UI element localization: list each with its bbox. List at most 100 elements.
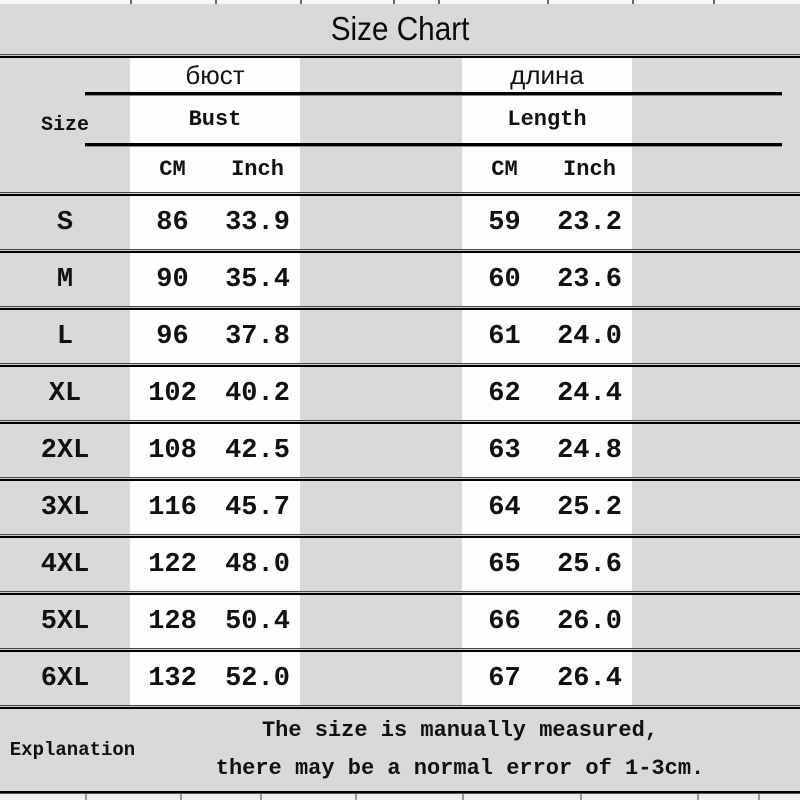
bust-cm-cell: 86	[156, 207, 189, 238]
explanation-line-1: The size is manually measured,	[261, 718, 659, 743]
row-divider	[0, 648, 800, 652]
length-inch-cell: 24.4	[557, 378, 622, 409]
table-row: S 86 33.9 59 23.2	[0, 196, 800, 253]
length-cm-cell: 62	[488, 378, 521, 409]
length-cm-cell: 60	[488, 264, 521, 295]
bust-cm-cell: 116	[148, 492, 197, 523]
column-header-length-cm: CM	[491, 157, 518, 182]
bust-inch-cell: 33.9	[225, 207, 290, 238]
length-inch-cell: 25.6	[557, 549, 622, 580]
size-cell: 2XL	[40, 435, 90, 466]
row-divider	[0, 306, 800, 310]
column-header-bust-inch: Inch	[231, 157, 284, 182]
length-cm-cell: 65	[488, 549, 521, 580]
grid-tick	[580, 794, 582, 800]
page-title: Size Chart	[330, 10, 470, 47]
bust-inch-cell: 40.2	[225, 378, 290, 409]
divider-under-header	[0, 192, 800, 196]
length-cm-cell: 59	[488, 207, 521, 238]
table-row: M 90 35.4 60 23.6	[0, 253, 800, 310]
table-row: 6XL 132 52.0 67 26.4	[0, 652, 800, 709]
grid-tick	[462, 794, 464, 800]
table-row: 3XL 116 45.7 64 25.2	[0, 481, 800, 538]
grid-tick	[180, 794, 182, 800]
table-row: 5XL 128 50.4 66 26.0	[0, 595, 800, 652]
bust-cm-cell: 128	[148, 606, 197, 637]
grid-tick	[130, 0, 132, 4]
length-inch-cell: 25.2	[557, 492, 622, 523]
row-divider	[0, 363, 800, 367]
header-subline-2	[85, 143, 782, 147]
table-row: 2XL 108 42.5 63 24.8	[0, 424, 800, 481]
size-cell: S	[56, 207, 74, 238]
row-divider	[0, 477, 800, 481]
grid-tick	[632, 0, 634, 4]
grid-tick	[85, 794, 87, 800]
grid-tick	[393, 0, 395, 4]
bust-cm-cell: 90	[156, 264, 189, 295]
column-header-bust-ru: бюст	[185, 59, 245, 90]
row-divider	[0, 591, 800, 595]
bust-cm-cell: 132	[148, 663, 197, 694]
column-header-length-en: Length	[507, 107, 587, 132]
bust-cm-cell: 102	[148, 378, 197, 409]
table-row: XL 102 40.2 62 24.4	[0, 367, 800, 424]
size-cell: M	[56, 264, 74, 295]
row-divider	[0, 534, 800, 538]
length-cm-cell: 66	[488, 606, 521, 637]
bust-cm-cell: 122	[148, 549, 197, 580]
length-cm-cell: 67	[488, 663, 521, 694]
size-cell: 5XL	[40, 606, 90, 637]
size-cell: XL	[48, 378, 82, 409]
header-subline-1	[85, 92, 782, 96]
length-inch-cell: 24.8	[557, 435, 622, 466]
explanation-line-2: there may be a normal error of 1-3cm.	[215, 756, 705, 781]
length-inch-cell: 24.0	[557, 321, 622, 352]
bust-cm-cell: 108	[148, 435, 197, 466]
explanation-label: Explanation	[9, 739, 136, 761]
bottom-grid-sliver	[0, 794, 800, 800]
length-inch-cell: 26.0	[557, 606, 622, 637]
size-cell: 6XL	[40, 663, 90, 694]
bust-inch-cell: 45.7	[225, 492, 290, 523]
length-cm-cell: 63	[488, 435, 521, 466]
bust-inch-cell: 50.4	[225, 606, 290, 637]
grid-tick	[355, 794, 357, 800]
explanation-row: Explanation The size is manually measure…	[0, 709, 800, 791]
length-cm-cell: 61	[488, 321, 521, 352]
bust-inch-cell: 52.0	[225, 663, 290, 694]
column-header-size: Size	[40, 113, 89, 137]
explanation-text: The size is manually measured, there may…	[145, 712, 775, 788]
row-divider	[0, 249, 800, 253]
bust-inch-cell: 35.4	[225, 264, 290, 295]
title-row: Size Chart	[0, 4, 800, 54]
bust-inch-cell: 42.5	[225, 435, 290, 466]
length-inch-cell: 23.6	[557, 264, 622, 295]
size-cell: 3XL	[40, 492, 90, 523]
size-cell: 4XL	[40, 549, 90, 580]
grid-tick	[758, 794, 760, 800]
bust-column-stripe	[130, 58, 300, 709]
top-grid-sliver	[0, 0, 800, 4]
bottom-border	[0, 791, 800, 794]
grid-tick	[260, 794, 262, 800]
grid-tick	[547, 0, 549, 4]
grid-tick	[215, 0, 217, 4]
column-header-length-ru: длина	[510, 59, 584, 90]
length-cm-cell: 64	[488, 492, 521, 523]
column-header-bust-cm: CM	[159, 157, 186, 182]
bust-cm-cell: 96	[156, 321, 189, 352]
grid-tick	[697, 794, 699, 800]
row-divider	[0, 705, 800, 709]
table-row: 4XL 122 48.0 65 25.6	[0, 538, 800, 595]
column-header-bust-en: Bust	[188, 107, 242, 132]
bust-inch-cell: 48.0	[225, 549, 290, 580]
row-divider	[0, 420, 800, 424]
grid-tick	[300, 0, 302, 4]
length-inch-cell: 26.4	[557, 663, 622, 694]
table-body: S 86 33.9 59 23.2 M 90 35.4 60 23.6 L 96…	[0, 196, 800, 709]
table-row: L 96 37.8 61 24.0	[0, 310, 800, 367]
divider-under-title	[0, 54, 800, 58]
length-column-stripe	[462, 58, 632, 709]
